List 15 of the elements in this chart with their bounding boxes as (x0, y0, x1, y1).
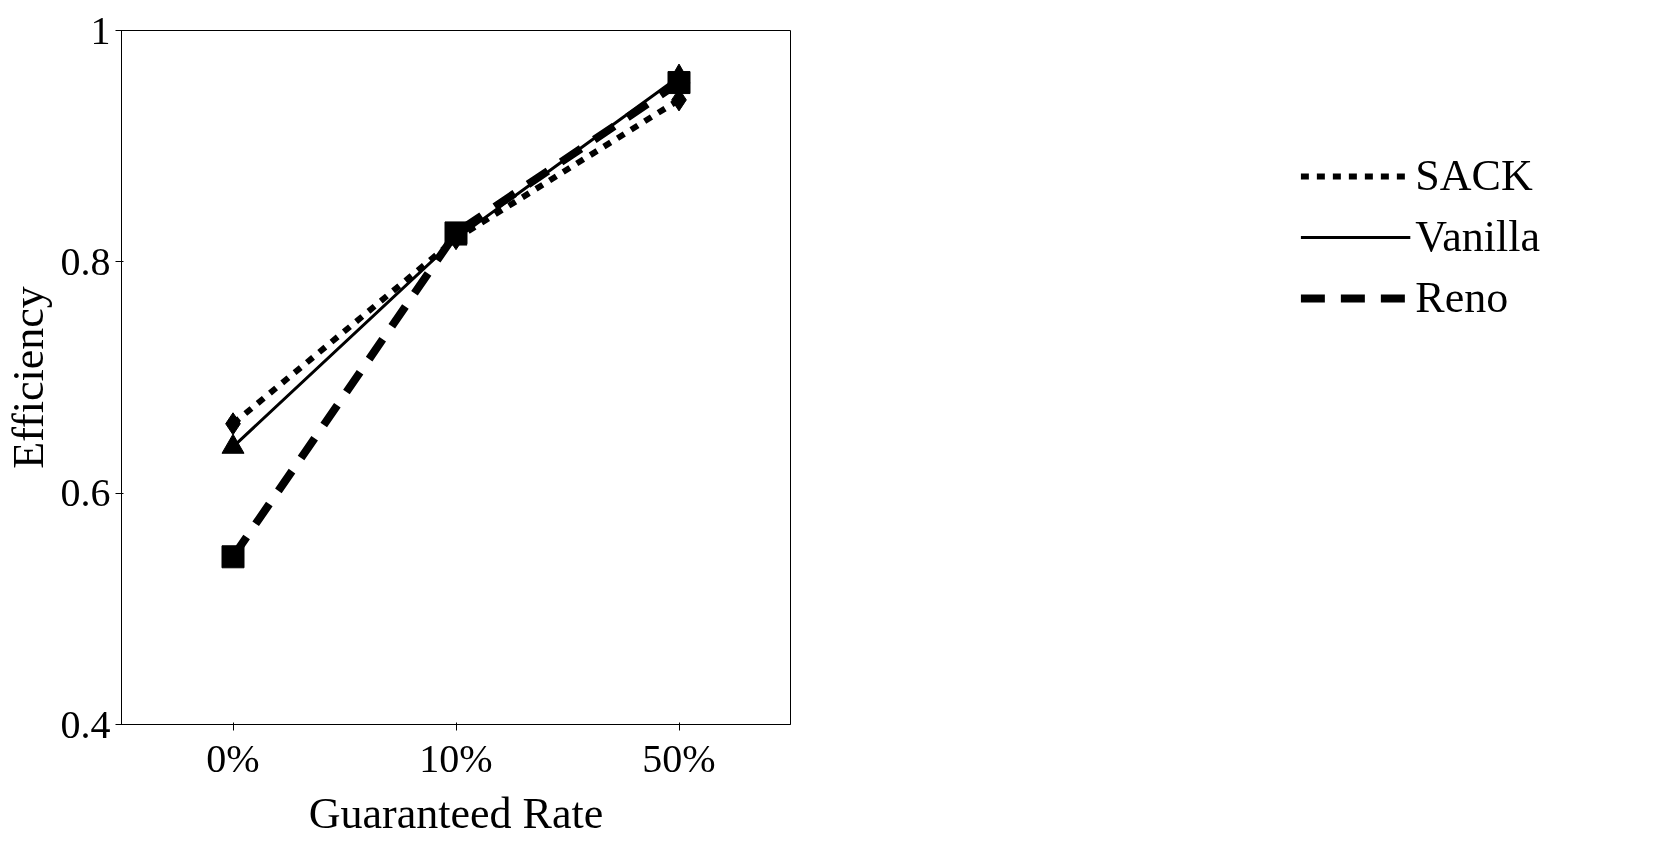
y-tick-label: 1 (90, 7, 111, 53)
point (667, 71, 691, 95)
legend-label: Vanilla (1415, 211, 1540, 262)
x-tick-label: 10% (419, 735, 493, 781)
y-tick-label: 0.4 (60, 701, 111, 747)
x-tick-label: 0% (206, 735, 260, 781)
point (444, 221, 468, 245)
y-tick-label: 0.8 (60, 238, 111, 284)
legend-label: Reno (1415, 272, 1509, 323)
x-tick-label: 50% (642, 735, 716, 781)
y-tick-label: 0.6 (60, 470, 111, 516)
legend-label: SACK (1415, 150, 1533, 201)
x-axis-title: Guaranteed Rate (308, 788, 604, 838)
y-axis-title: Efficiency (3, 286, 53, 469)
point (221, 545, 245, 569)
